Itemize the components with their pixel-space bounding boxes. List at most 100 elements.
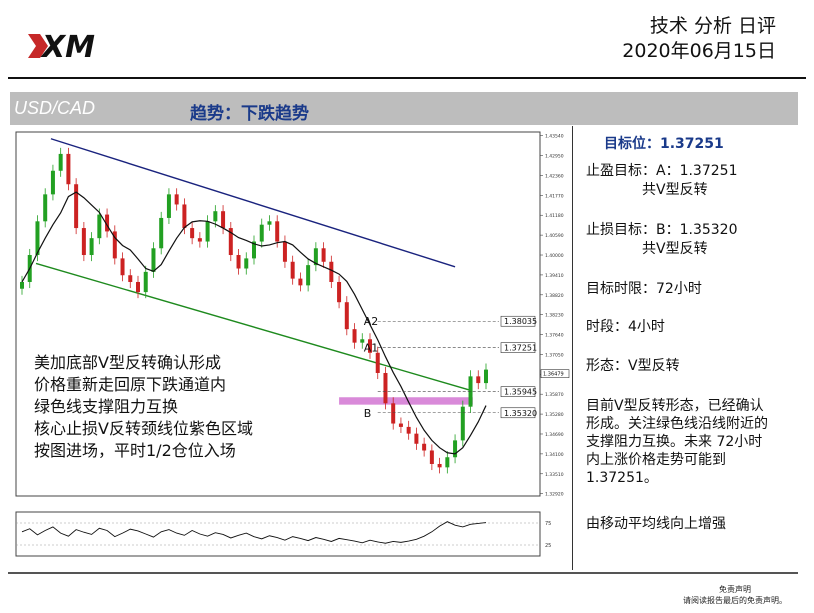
channel-lower-line [35,262,469,391]
candle-body [476,376,481,384]
y-tick-label: 1.33510 [545,472,564,478]
y-tick-label: 1.34690 [545,432,564,438]
candle-body [174,194,179,205]
y-tick-label: 1.43540 [545,134,564,140]
candle-body [120,258,125,276]
candle-body [329,261,334,282]
candle-body [213,211,218,222]
candle-body [74,184,79,229]
y-tick-label: 1.40590 [545,233,564,239]
candle-body [66,153,71,185]
annotation-line: 价格重新走回原下跌通道内 [34,375,227,394]
level-label: B [364,407,372,420]
candle-body [97,214,102,239]
pattern: 形态：V型反转 [586,358,680,374]
annotation-line: 绿色线支撑阻力互换 [34,397,179,416]
candle-body [166,194,171,218]
candle-body [375,352,380,373]
candle-body [252,241,256,259]
analysis-text: 目前V型反转形态，已经确认 形成。关注绿色线沿线附近的 支撑阻力互换。未来 72… [586,397,768,487]
level-value: 1.37251 [504,344,537,353]
y-tick-label: 1.42950 [545,154,564,160]
candle-body [437,463,442,468]
target-level: 目标位：1.37251 [604,136,724,152]
candle-body [321,248,326,262]
oscillator-label: 75 [545,521,551,527]
price-chart: 1.43540 1.42950 1.42360 1.41770 1.41180 1.405… [15,131,570,557]
stop-loss: 止损目标：B：1.35320 共V型反转 [586,221,738,259]
plot-frame [15,131,541,497]
analysis-line: 内上涨价格走势可能到 [586,452,726,468]
y-tick-label: 1.32920 [545,492,564,498]
candle-body [290,261,295,279]
take-profit: 止盈目标：A：1.37251 共V型反转 [586,162,737,200]
y-tick-label: 1.35870 [545,392,564,398]
candle-body [221,211,226,229]
channel-upper-line [50,138,456,268]
candle-body [58,153,63,171]
candle-body [43,194,48,222]
candle-body [306,265,311,286]
title-band [10,92,798,125]
analysis-line: 形成。关注绿色线沿线附近的 [586,416,768,432]
candle-body [398,423,403,427]
y-tick-label: 1.37050 [545,352,564,358]
candle-body [445,457,450,468]
candle-body [406,426,411,434]
level-box [500,407,536,419]
oscillator-label: 25 [545,543,551,549]
level-value: 1.35945 [504,388,537,397]
candle-body [383,372,388,404]
candle-body [460,406,465,441]
currency-pair: USD/CAD [14,98,96,118]
level-label: A1 [364,342,379,355]
candle-body [35,221,40,256]
candle-body [50,170,55,195]
timeframe: 时段：4小时 [586,319,665,335]
candle-body [282,241,287,262]
level-box [500,342,536,353]
candle-body [151,248,156,272]
candle-body [159,217,164,249]
last-price-box [540,369,570,378]
stop-loss-note: 共V型反转 [642,241,708,257]
take-profit-note: 共V型反转 [642,182,708,198]
annotation-line: 美加底部V型反转确认形成 [34,353,221,372]
candle-body [360,339,365,343]
candle-body [275,221,280,242]
candle-body [89,238,94,256]
y-tick-label: 1.41180 [545,213,564,219]
y-tick-label: 1.37640 [545,333,564,339]
level-value: 1.38035 [504,317,537,326]
y-tick-label: 1.38230 [545,313,564,319]
logo-text: XM [40,30,95,65]
neckline-zone [339,397,473,405]
candle-body [298,278,303,286]
y-tick-label: 1.40000 [545,253,564,259]
analysis-line: 目前V型反转形态，已经确认 [586,398,764,414]
chart-annotation: 美加底部V型反转确认形成 价格重新走回原下跌通道内 绿色线支撑阻力互换 核心止损… [34,352,253,462]
candle-body [205,221,210,242]
header-divider [8,77,806,79]
candle-body [190,228,195,239]
annotation-line: 核心止损V反转颈线位紫色区域 [34,419,253,438]
candle-body [391,403,396,424]
candle-body [267,221,272,225]
y-tick-label: 1.42360 [545,173,564,179]
time-limit: 目标时限：72小时 [586,281,702,297]
level-box [500,315,536,327]
candle-body [136,281,140,293]
disclaimer-title: 免责声明 [719,585,751,594]
xm-logo: XM [28,30,95,65]
footer-divider [8,572,798,574]
candle-body [352,329,357,343]
candle-body [105,214,110,232]
candle-body [197,238,202,242]
moving-average-line [21,191,487,455]
candle-body [244,258,249,269]
report-title: 技术 分析 日评 [649,15,776,37]
level-box [500,386,536,397]
candle-body [128,275,133,282]
report-header: 技术 分析 日评 2020年06月15日 [622,14,776,64]
report-date: 2020年06月15日 [622,40,776,62]
